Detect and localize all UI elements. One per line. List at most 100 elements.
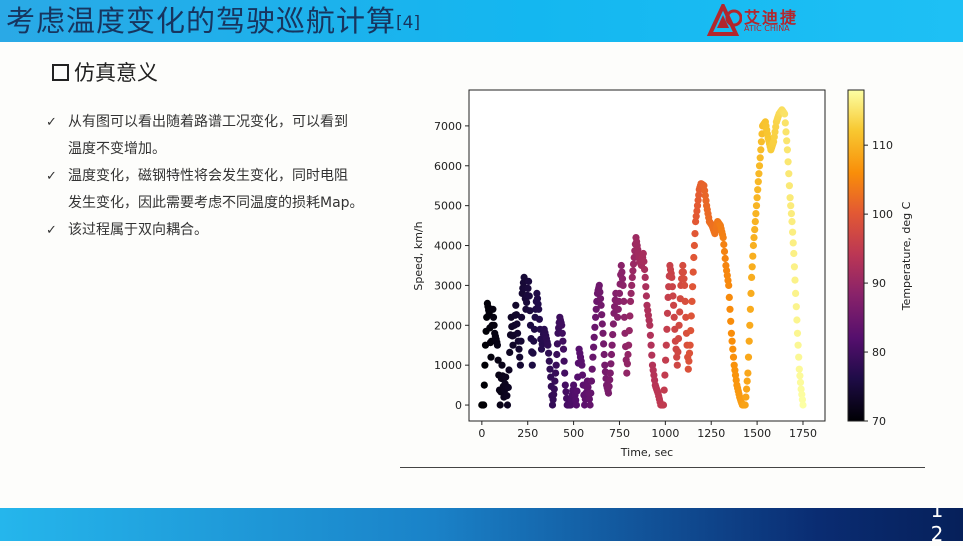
data-point bbox=[670, 301, 678, 309]
data-point bbox=[684, 365, 692, 373]
data-point bbox=[516, 353, 524, 361]
data-point bbox=[545, 357, 553, 365]
data-point bbox=[659, 401, 668, 409]
data-point bbox=[748, 273, 756, 281]
data-point bbox=[689, 268, 697, 276]
x-tick-label: 1750 bbox=[789, 427, 817, 440]
data-point bbox=[525, 277, 533, 285]
data-point bbox=[620, 297, 628, 305]
data-point bbox=[585, 395, 593, 403]
data-point bbox=[669, 292, 677, 300]
colorbar-label: Temperature, deg C bbox=[900, 201, 913, 311]
data-point bbox=[620, 313, 628, 321]
data-point bbox=[607, 350, 616, 359]
data-point bbox=[783, 146, 791, 154]
data-point bbox=[606, 376, 614, 384]
chart-svg: 0 250 500 750 1000 1250 1500 1750 0 1000 2000 3000… bbox=[412, 89, 913, 459]
data-point bbox=[795, 353, 803, 361]
data-point bbox=[690, 253, 698, 262]
footer-bar bbox=[0, 508, 963, 541]
data-point bbox=[782, 128, 790, 136]
data-point bbox=[609, 320, 617, 328]
data-point bbox=[792, 303, 800, 311]
divider-line bbox=[400, 467, 925, 468]
bullet-item: ✓ 该过程属于双向耦合。 bbox=[44, 217, 404, 244]
data-point bbox=[687, 327, 695, 335]
data-point bbox=[558, 329, 566, 337]
data-point bbox=[535, 315, 543, 323]
data-point bbox=[562, 388, 570, 396]
data-point bbox=[754, 186, 762, 194]
data-point bbox=[688, 297, 696, 305]
data-point bbox=[661, 371, 669, 379]
bullet-text: 从有图可以看出随着路谱工况变化，可以看到 bbox=[68, 114, 348, 130]
data-point bbox=[692, 218, 700, 226]
data-point bbox=[755, 170, 763, 178]
data-point bbox=[742, 393, 750, 401]
data-point bbox=[609, 331, 617, 339]
data-point bbox=[559, 345, 568, 353]
data-point bbox=[755, 162, 764, 170]
y-axis-label: Speed, km/h bbox=[412, 221, 425, 290]
data-point bbox=[681, 297, 689, 305]
data-point bbox=[789, 228, 797, 236]
data-point bbox=[503, 392, 511, 400]
data-point bbox=[599, 329, 607, 337]
data-point bbox=[514, 329, 522, 337]
data-point bbox=[642, 292, 650, 300]
data-point bbox=[561, 381, 569, 389]
data-point bbox=[625, 327, 633, 335]
data-point bbox=[725, 281, 733, 289]
data-point bbox=[788, 218, 796, 226]
data-point bbox=[790, 263, 798, 271]
data-point bbox=[502, 373, 510, 381]
data-point bbox=[618, 268, 626, 276]
data-point bbox=[545, 349, 553, 357]
data-point bbox=[549, 396, 557, 404]
data-point bbox=[588, 365, 596, 373]
x-tick-label: 500 bbox=[563, 427, 584, 440]
data-point bbox=[617, 261, 625, 270]
data-point bbox=[744, 369, 752, 377]
data-point bbox=[642, 283, 650, 291]
data-point bbox=[689, 283, 697, 291]
x-tick-label: 1250 bbox=[697, 427, 725, 440]
data-point bbox=[752, 210, 760, 218]
colorbar bbox=[847, 89, 865, 422]
bullet-text-continued: 温度不变增加。 bbox=[68, 141, 166, 157]
data-point bbox=[489, 313, 498, 321]
data-point bbox=[608, 341, 616, 349]
data-point bbox=[600, 350, 608, 359]
data-point bbox=[668, 273, 676, 281]
data-point bbox=[553, 340, 561, 348]
data-point bbox=[745, 337, 753, 345]
y-tick-label: 3000 bbox=[434, 279, 462, 292]
data-point bbox=[512, 301, 520, 309]
citation: [4] bbox=[396, 13, 421, 33]
data-point bbox=[559, 337, 567, 345]
data-point bbox=[628, 281, 636, 289]
data-point bbox=[546, 365, 554, 373]
data-point bbox=[720, 247, 729, 256]
bullet-list: ✓ 从有图可以看出随着路谱工况变化，可以看到 温度不变增加。 ✓ 温度变化，磁钢… bbox=[44, 109, 404, 244]
data-point bbox=[528, 361, 536, 369]
data-point bbox=[744, 353, 753, 361]
x-tick-label: 1000 bbox=[651, 427, 679, 440]
data-point bbox=[480, 381, 488, 389]
data-point bbox=[628, 273, 636, 281]
data-point bbox=[680, 275, 688, 283]
data-point bbox=[748, 263, 756, 271]
data-point bbox=[795, 365, 803, 373]
data-point bbox=[720, 240, 728, 249]
data-point bbox=[600, 340, 608, 348]
data-point bbox=[595, 281, 603, 289]
data-point bbox=[751, 226, 759, 234]
data-point bbox=[589, 353, 597, 361]
colorbar-tick-label: 80 bbox=[872, 346, 886, 359]
header-bar bbox=[0, 0, 963, 42]
data-point bbox=[587, 389, 595, 397]
data-point bbox=[786, 194, 794, 202]
data-point bbox=[596, 288, 604, 296]
logo-text-cn: 艾迪捷 bbox=[744, 8, 799, 27]
data-point bbox=[787, 210, 795, 218]
